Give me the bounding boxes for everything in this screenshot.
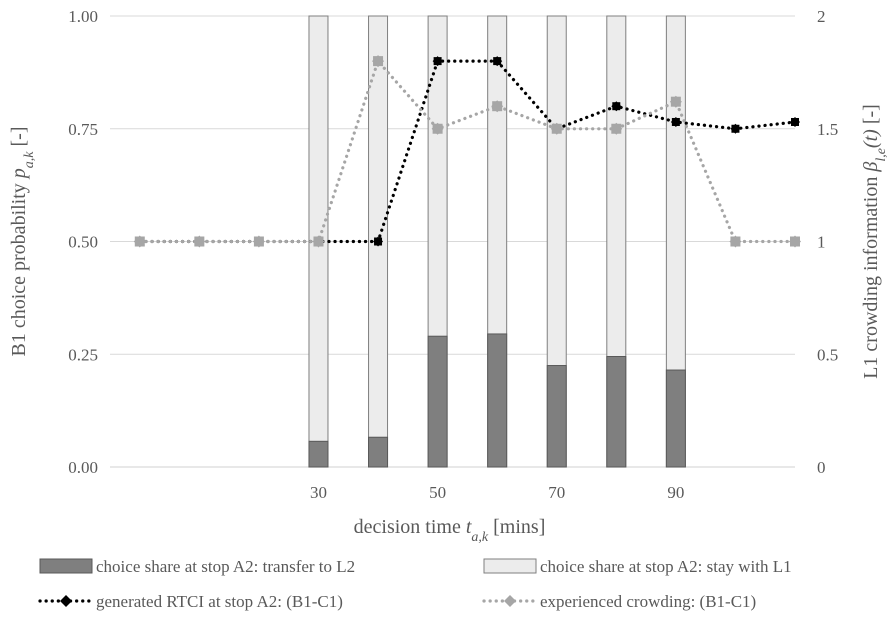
marker-generated-RTCI — [671, 117, 680, 126]
line-generated-RTCI — [138, 59, 797, 244]
bar-transfer-to-L2 — [368, 436, 389, 468]
y-left-tick-label: 0.00 — [68, 458, 98, 477]
marker-generated-RTCI — [612, 102, 621, 111]
legend-label: experienced crowding: (B1-C1) — [540, 592, 756, 611]
marker-experienced-crowding — [551, 123, 562, 134]
y-right-tick-label: 1.5 — [817, 120, 838, 139]
marker-experienced-crowding — [492, 101, 503, 112]
marker-experienced-crowding — [134, 236, 145, 247]
y-left-tick-label: 0.75 — [68, 120, 98, 139]
legend-label: generated RTCI at stop A2: (B1-C1) — [96, 592, 343, 611]
y-left-axis-title: B1 choice probability pa,k [-] — [8, 127, 37, 357]
x-tick-label: 70 — [548, 483, 565, 502]
bar-transfer-to-L2 — [427, 335, 448, 468]
marker-experienced-crowding — [790, 236, 800, 247]
tick-labels: 0.00 0.25 0.50 0.75 1.00 0 0.5 1 1.5 2 30 50 70 90 — [68, 7, 838, 502]
marker-generated-RTCI — [493, 57, 502, 66]
marker-experienced-crowding — [730, 236, 741, 247]
marker-experienced-crowding — [253, 236, 264, 247]
marker-generated-RTCI — [433, 57, 442, 66]
x-tick-label: 30 — [310, 483, 327, 502]
y-left-tick-label: 0.50 — [68, 233, 98, 252]
marker-generated-RTCI — [791, 117, 799, 126]
legend-label: choice share at stop A2: stay with L1 — [540, 557, 792, 576]
marker-experienced-crowding — [432, 123, 443, 134]
x-tick-label: 50 — [429, 483, 446, 502]
legend-label: choice share at stop A2: transfer to L2 — [96, 557, 355, 576]
marker-experienced-crowding — [373, 56, 384, 67]
legend-marker — [504, 595, 516, 607]
bar-transfer-to-L2 — [546, 365, 567, 468]
bar-transfer-to-L2 — [606, 356, 627, 468]
y-right-tick-label: 2 — [817, 7, 826, 26]
x-axis-title: decision time ta,k [mins] — [354, 516, 546, 545]
marker-experienced-crowding — [313, 236, 324, 247]
marker-experienced-crowding — [611, 123, 622, 134]
y-right-axis-title: L1 crowding information βl,e(t) [-] — [860, 104, 889, 379]
y-right-tick-label: 0.5 — [817, 345, 838, 364]
y-left-tick-label: 1.00 — [68, 7, 98, 26]
y-right-tick-label: 0 — [817, 458, 826, 477]
y-right-tick-label: 1 — [817, 233, 826, 252]
legend-marker — [60, 595, 72, 607]
legend: choice share at stop A2: transfer to L2 c… — [38, 557, 792, 611]
axis-titles: decision time ta,k [mins] B1 choice proba… — [8, 104, 889, 544]
bar-transfer-to-L2 — [665, 369, 686, 468]
legend-swatch — [39, 558, 93, 574]
marker-generated-RTCI — [731, 124, 740, 133]
x-tick-label: 90 — [667, 483, 684, 502]
marker-experienced-crowding — [194, 236, 205, 247]
marker-generated-RTCI — [374, 237, 383, 246]
y-left-tick-label: 0.25 — [68, 345, 98, 364]
series-lines — [133, 55, 801, 248]
bar-transfer-to-L2 — [487, 333, 508, 468]
bar-transfer-to-L2 — [308, 440, 329, 468]
legend-swatch — [483, 558, 537, 574]
line-experienced-crowding — [138, 57, 797, 244]
marker-experienced-crowding — [670, 96, 681, 107]
